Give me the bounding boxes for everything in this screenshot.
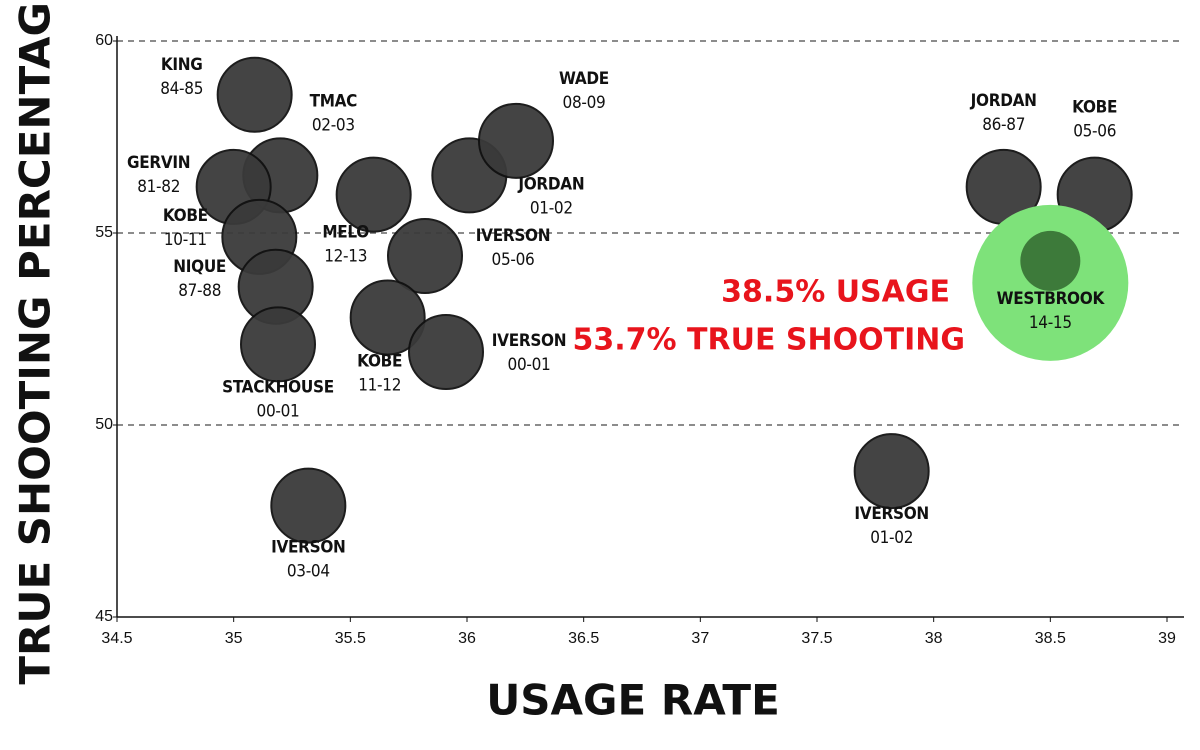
player-name: GERVIN: [127, 153, 190, 173]
player-name: IVERSON: [492, 331, 566, 351]
player-name: WESTBROOK: [997, 289, 1106, 309]
player-season: 08-09: [563, 93, 606, 113]
y-tick-label: 45: [95, 608, 113, 625]
x-tick-label: 39: [1158, 630, 1176, 647]
x-tick-label: 37.5: [801, 630, 832, 647]
x-tick-label: 37: [691, 630, 709, 647]
player-season: 02-03: [312, 115, 355, 135]
player-name: WADE: [559, 69, 609, 89]
player-dot: [478, 102, 554, 179]
player-dot: [408, 314, 484, 391]
player-name: KING: [161, 55, 203, 75]
x-tick-label: 35.5: [335, 630, 366, 647]
plot: 45 50 55 60 34.5 35 35.5 36 36.5 37 37.5 38 38.5 39 KI…: [95, 32, 1184, 647]
player-name: TMAC: [310, 91, 358, 111]
player-season: 05-06: [1073, 122, 1116, 142]
x-tick-label: 34.5: [101, 630, 132, 647]
x-axis-title: USAGE RATE: [486, 676, 780, 725]
x-tick-label: 38.5: [1035, 630, 1066, 647]
y-axis-title: TRUE SHOOTING PERCENTAGE: [11, 0, 60, 685]
player-dot: [349, 279, 426, 356]
player-season: 84-85: [160, 79, 203, 99]
y-tick-label: 55: [95, 224, 113, 241]
player-dot: [335, 156, 412, 233]
player-season: 81-82: [137, 177, 180, 197]
player-dot: [270, 467, 347, 544]
x-tick-label: 35: [225, 630, 243, 647]
player-name: STACKHOUSE: [222, 377, 334, 397]
player-name: JORDAN: [970, 91, 1037, 111]
player-photo: [1020, 230, 1081, 291]
player-name: KOBE: [357, 351, 402, 371]
y-tick-label: 50: [95, 416, 113, 433]
player-season: 14-15: [1029, 313, 1072, 333]
annotation: 53.7% TRUE SHOOTING: [573, 323, 965, 358]
player-name: IVERSON: [271, 538, 345, 558]
player-season: 01-02: [870, 528, 913, 548]
player-name: IVERSON: [854, 504, 928, 524]
player-name: IVERSON: [476, 226, 550, 246]
player-dot: [240, 306, 316, 383]
player-dot: [853, 433, 930, 510]
annotation: 38.5% USAGE: [721, 275, 950, 310]
x-tick-label: 36.5: [568, 630, 599, 647]
player-season: 00-01: [257, 401, 300, 421]
player-season: 01-02: [530, 198, 573, 218]
player-name: KOBE: [163, 206, 208, 226]
player-season: 03-04: [287, 562, 330, 582]
player-name: JORDAN: [517, 174, 584, 194]
x-tick-label: 36: [458, 630, 476, 647]
player-dot: [216, 56, 293, 133]
player-season: 11-12: [358, 375, 401, 395]
player-dot: [387, 218, 463, 295]
player-season: 00-01: [508, 355, 551, 375]
x-tick-label: 38: [925, 630, 943, 647]
y-tick-label: 60: [95, 32, 113, 49]
player-season: 86-87: [982, 115, 1025, 135]
player-name: NIQUE: [173, 257, 226, 277]
player-name: KOBE: [1072, 98, 1117, 118]
player-season: 05-06: [492, 250, 535, 270]
player-season: 12-13: [324, 247, 367, 267]
player-season: 87-88: [178, 281, 221, 301]
player-season: 10-11: [164, 230, 207, 250]
player-name: MELO: [322, 223, 369, 243]
